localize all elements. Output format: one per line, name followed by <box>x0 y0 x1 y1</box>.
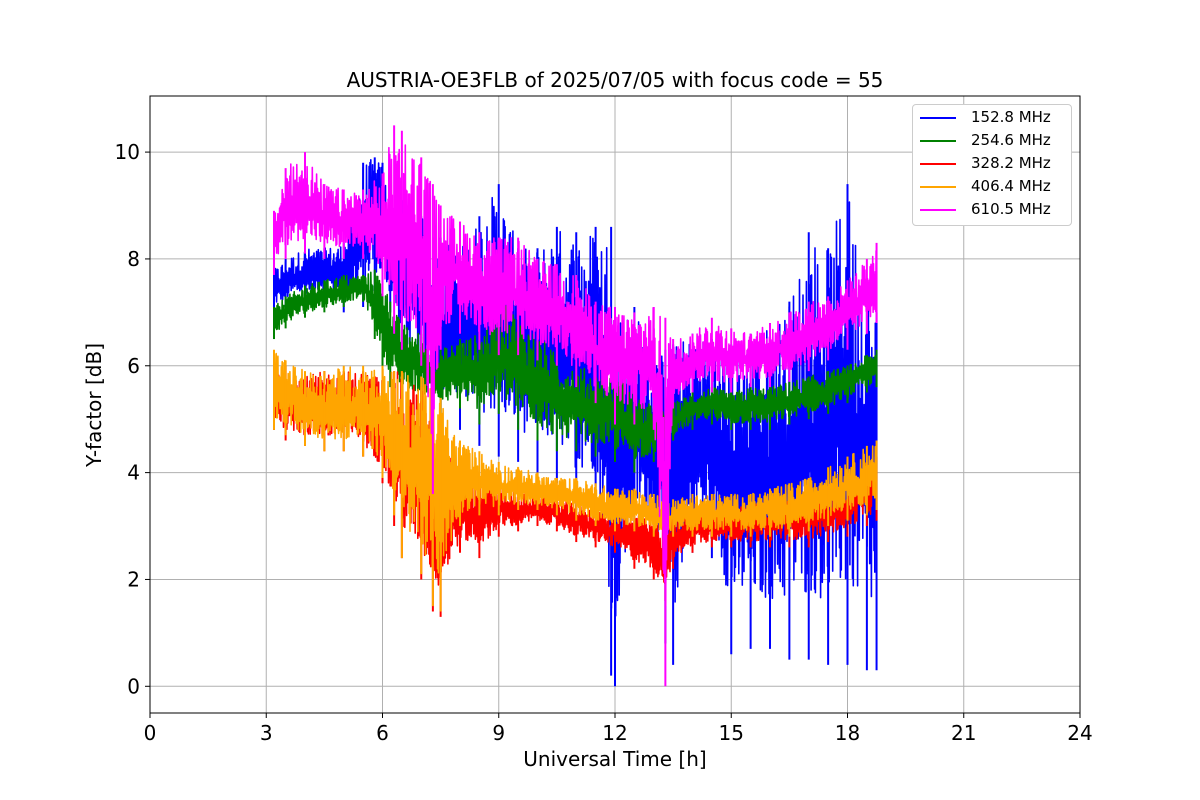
x-tick-label: 18 <box>835 721 860 745</box>
x-tick-label: 3 <box>260 721 273 745</box>
chart-legend: 152.8 MHz 254.6 MHz 328.2 MHz 406.4 MHz … <box>912 104 1072 226</box>
x-tick-label: 15 <box>719 721 744 745</box>
y-tick-label: 2 <box>127 567 140 591</box>
legend-swatch-610-5 <box>920 209 956 211</box>
x-axis-label: Universal Time [h] <box>523 747 706 771</box>
x-tick-label: 6 <box>376 721 389 745</box>
legend-swatch-254-6 <box>920 140 956 142</box>
y-tick-label: 6 <box>127 354 140 378</box>
x-tick-label: 21 <box>951 721 976 745</box>
legend-label-328-2: 328.2 MHz <box>971 154 1051 172</box>
series-layer <box>273 125 878 687</box>
y-axis-label: Y-factor [dB] <box>82 343 106 468</box>
legend-item-610-5: 610.5 MHz <box>913 198 1073 220</box>
legend-item-328-2: 328.2 MHz <box>913 152 1073 174</box>
legend-label-610-5: 610.5 MHz <box>971 200 1051 218</box>
x-tick-label: 9 <box>492 721 505 745</box>
legend-label-152-8: 152.8 MHz <box>971 108 1051 126</box>
x-tick-label: 12 <box>602 721 627 745</box>
legend-label-254-6: 254.6 MHz <box>971 131 1051 149</box>
y-tick-label: 10 <box>115 140 140 164</box>
y-tick-label: 8 <box>127 247 140 271</box>
legend-item-254-6: 254.6 MHz <box>913 129 1073 151</box>
legend-item-406-4: 406.4 MHz <box>913 175 1073 197</box>
x-tick-label: 0 <box>144 721 157 745</box>
legend-swatch-328-2 <box>920 163 956 165</box>
y-tick-label: 0 <box>127 674 140 698</box>
legend-swatch-406-4 <box>920 186 956 188</box>
legend-swatch-152-8 <box>920 117 956 119</box>
legend-item-152-8: 152.8 MHz <box>913 106 1073 128</box>
chart-title: AUSTRIA-OE3FLB of 2025/07/05 with focus … <box>347 68 884 92</box>
y-tick-label: 4 <box>127 461 140 485</box>
x-tick-label: 24 <box>1067 721 1092 745</box>
legend-label-406-4: 406.4 MHz <box>971 177 1051 195</box>
